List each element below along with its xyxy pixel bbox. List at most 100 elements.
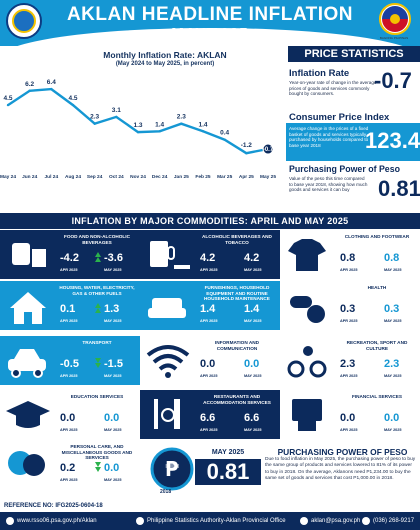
ppp-label: Purchasing Power of Peso [289, 164, 400, 174]
commodity-name: TRANSPORT [82, 340, 112, 345]
commodity-cell: EDUCATION SERVICES 0.0 0.0 APR 2025 MAY … [0, 390, 140, 439]
header-curve [0, 28, 420, 46]
food-icon [12, 243, 46, 267]
commodity-may-label: MAY 2025 [244, 268, 262, 272]
commodity-apr-label: APR 2025 [60, 268, 78, 272]
commodity-apr-value: 0.0 [60, 412, 76, 424]
data-point [136, 130, 140, 134]
commodity-may-value: 0.0 [104, 412, 120, 424]
phone-text: (036) 268-9217 [373, 518, 415, 524]
ppp-value: 0.81 [378, 176, 420, 201]
commodity-apr-label: APR 2025 [200, 428, 218, 432]
ppp-base-year: 2018 [160, 489, 172, 495]
atm-icon [292, 399, 322, 431]
cpi-desc: Average change in the prices of a fixed … [289, 126, 369, 148]
ppp-title: PURCHASING POWER OF PESO [277, 447, 408, 457]
data-label: 0.4 [220, 130, 229, 137]
commodity-may-value: -1.5 [104, 358, 123, 370]
x-tick-label: Jul 24 [45, 174, 59, 180]
cpi-value: 123.4 [365, 128, 420, 153]
commodity-name: RECREATION, SPORT AND CULTURE [346, 340, 408, 351]
footer-email[interactable]: aklan@psa.gov.ph [300, 517, 360, 525]
pills-icon [290, 296, 325, 323]
x-tick-label: Nov 24 [130, 174, 146, 180]
commodity-apr-label: APR 2025 [60, 478, 78, 482]
chart-subtitle: (May 2024 to May 2025, in percent) [115, 61, 215, 67]
commodity-apr-label: APR 2025 [200, 268, 218, 272]
sofa-icon [148, 298, 186, 318]
commodity-cell: TRANSPORT -0.5 -1.5 APR 2025 MAY 2025 [0, 336, 140, 385]
data-point [201, 130, 205, 133]
email-text: aklan@psa.gov.ph [311, 518, 361, 524]
commodity-name: CLOTHING AND FOOTWEAR [344, 234, 410, 239]
commodity-cell: RESTAURANTS AND ACCOMMODATION SERVICES 6… [140, 390, 280, 439]
commodity-cell: CLOTHING AND FOOTWEAR 0.8 0.8 APR 2025 M… [280, 230, 420, 279]
peso-coin-icon: ₱ [150, 447, 194, 491]
commodity-cell: INFORMATION AND COMMUNICATION 0.0 0.0 AP… [140, 336, 280, 385]
footer-phone[interactable]: (036) 268-9217 [362, 517, 414, 525]
commodity-name: FINANCIAL SERVICES [351, 394, 403, 399]
commodity-apr-value: 0.0 [340, 412, 356, 424]
commodity-may-label: MAY 2025 [384, 268, 402, 272]
commodity-may-label: MAY 2025 [244, 319, 262, 323]
inflation-rate-label: Inflation Rate [289, 68, 350, 79]
up-arrow-icon [95, 303, 101, 313]
email-icon [300, 517, 308, 525]
globe-icon [6, 517, 14, 525]
down-arrow-icon [95, 358, 101, 368]
page-subtitle: MAY 2025 [171, 25, 249, 42]
cpi-panel [286, 123, 420, 161]
data-point [50, 87, 53, 91]
facebook-icon [136, 517, 144, 525]
data-label: 1.4 [155, 121, 164, 128]
commodity-may-value: 0.0 [104, 462, 120, 474]
x-tick-label: Jan 25 [174, 174, 189, 180]
commodity-may-value: 1.3 [104, 303, 120, 315]
commodity-may-label: MAY 2025 [384, 428, 402, 432]
data-label: -1.2 [241, 142, 253, 149]
commodity-may-value: 0.0 [244, 358, 260, 370]
commodity-apr-value: 0.8 [340, 252, 356, 264]
commodity-name: FURNISHINGS, HOUSEHOLD EQUIPMENT AND ROU… [204, 285, 270, 302]
commodity-may-label: MAY 2025 [104, 374, 122, 378]
commodity-apr-value: 0.3 [340, 303, 356, 315]
commodities-heading: INFLATION BY MAJOR COMMODITIES: APRIL AN… [0, 213, 420, 229]
data-point [115, 115, 118, 119]
data-point [71, 103, 75, 107]
x-tick-label: Apr 25 [239, 174, 254, 180]
commodity-may-label: MAY 2025 [244, 374, 262, 378]
commodity-may-label: MAY 2025 [104, 428, 122, 432]
commodity-may-value: 4.2 [244, 252, 260, 264]
bagong-pilipinas-caption: BAGONG PILIPINAS [379, 36, 409, 40]
data-point [262, 143, 274, 155]
phone-icon [362, 517, 370, 525]
x-tick-label: Mar 25 [217, 174, 233, 180]
footer-facebook[interactable]: Philippine Statistics Authority-Aklan Pr… [136, 517, 286, 525]
commodity-name: PERSONAL CARE, AND MISCELLANEOUS GOODS A… [61, 444, 133, 461]
commodity-apr-value: 2.3 [340, 358, 356, 370]
data-point [158, 130, 161, 133]
commodity-apr-value: 0.0 [200, 358, 216, 370]
commodity-apr-label: APR 2025 [60, 428, 78, 432]
data-point [223, 138, 226, 141]
commodity-name: FOOD AND NON-ALCOHOLIC BEVERAGES [64, 234, 130, 245]
down-arrow-icon [95, 462, 101, 472]
inflation-rate-value: -0.7 [374, 68, 412, 93]
commodity-may-value: 0.0 [384, 412, 400, 424]
data-label: 2.3 [177, 114, 186, 121]
header-banner: AKLAN HEADLINE INFLATION MAY 2025 [0, 0, 420, 46]
commodity-cell: ALCOHOLIC BEVERAGES AND TOBACCO 4.2 4.2 … [140, 230, 280, 279]
footer-website[interactable]: www.rsso06.psa.gov.ph/Aklan [6, 517, 97, 525]
commodity-name: HOUSING, WATER, ELECTRICITY, GAS & OTHER… [59, 285, 135, 296]
data-label: 1.3 [133, 122, 142, 129]
commodity-may-label: MAY 2025 [104, 319, 122, 323]
data-label: -0.7 [263, 147, 274, 153]
commodity-cell: RECREATION, SPORT AND CULTURE 2.3 2.3 AP… [280, 336, 420, 385]
wifi-icon [146, 345, 190, 378]
ppp-month: MAY 2025 [211, 449, 245, 456]
commodity-apr-value: 0.2 [60, 462, 76, 474]
commodity-apr-value: -4.2 [60, 252, 79, 264]
svg-text:₱: ₱ [165, 457, 179, 481]
commodity-apr-value: 0.1 [60, 303, 76, 315]
data-label: 2.3 [90, 114, 99, 121]
